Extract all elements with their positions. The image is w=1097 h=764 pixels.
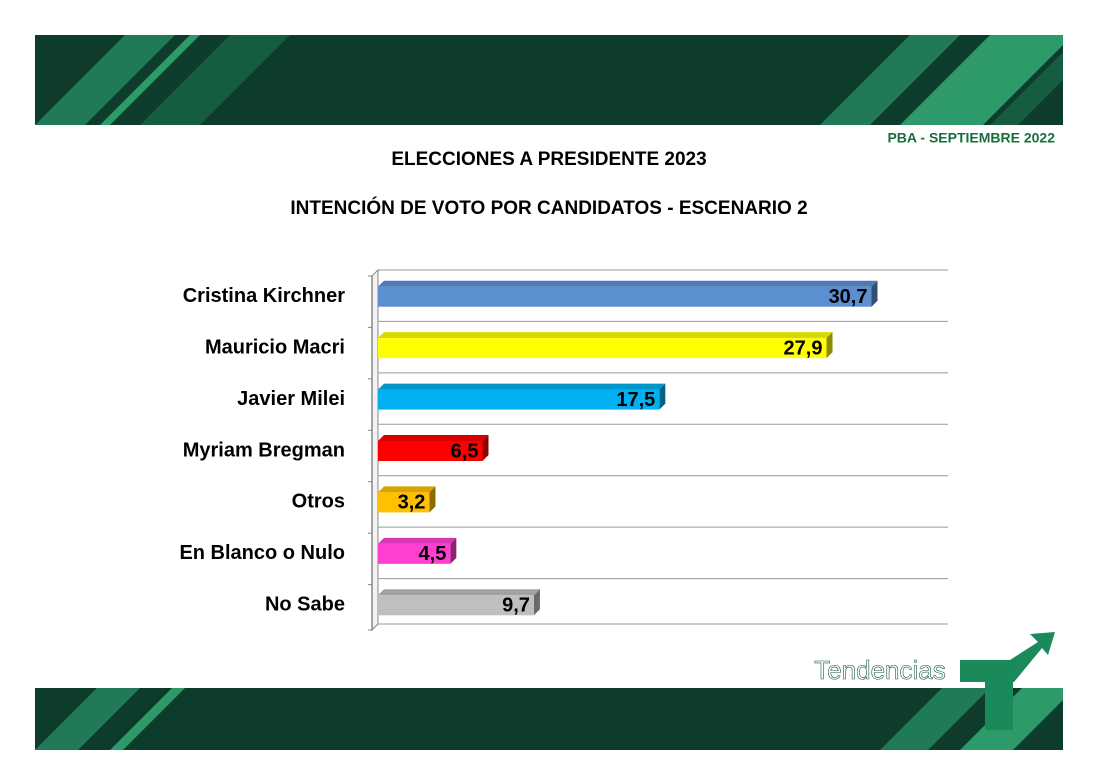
plot-wall (371, 268, 379, 632)
value-label: 9,7 (502, 595, 530, 617)
bottom-banner (35, 688, 1063, 750)
category-label: Myriam Bregman (183, 439, 345, 461)
category-label: Mauricio Macri (205, 336, 345, 358)
bar-top (378, 435, 489, 441)
bar-top (378, 589, 540, 596)
value-label: 27,9 (784, 337, 823, 359)
chart-title: ELECCIONES A PRESIDENTE 2023 (391, 149, 706, 170)
category-label: Javier Milei (237, 388, 345, 410)
bar-top (378, 537, 457, 544)
bar-side (871, 280, 878, 307)
bar-side (482, 435, 489, 461)
plot: Cristina Kirchner 30,7 Mauricio Macri 27,9 J… (179, 268, 948, 632)
bar-side (659, 383, 666, 410)
chart-subtitle: INTENCIÓN DE VOTO POR CANDIDATOS - ESCEN… (290, 197, 807, 219)
value-label: 6,5 (451, 440, 479, 462)
value-label: 4,5 (419, 543, 447, 565)
top-banner (35, 35, 1063, 125)
bar (378, 338, 827, 359)
logo-arrow (960, 632, 1055, 730)
category-label: En Blanco o Nulo (179, 542, 345, 564)
date-tag: PBA - SEPTIEMBRE 2022 (887, 130, 1055, 146)
category-label: Cristina Kirchner (183, 285, 345, 307)
bar-top (378, 383, 666, 390)
category-label: No Sabe (265, 594, 345, 616)
bar-side (429, 486, 436, 513)
bar (378, 595, 534, 616)
value-label: 3,2 (398, 492, 426, 514)
bar-side (533, 589, 540, 616)
bar-top (378, 486, 436, 493)
bar-top (378, 332, 833, 339)
bar-side (826, 332, 833, 359)
bar (378, 389, 660, 410)
logo-text: Tendencias (814, 655, 946, 685)
value-label: 30,7 (829, 286, 868, 308)
bar (378, 441, 483, 461)
bar-side (450, 537, 457, 564)
bar (378, 286, 872, 307)
category-label: Otros (292, 491, 345, 513)
value-label: 17,5 (616, 389, 655, 411)
bar (378, 492, 430, 513)
bar-top (378, 280, 878, 287)
bar (378, 543, 451, 564)
